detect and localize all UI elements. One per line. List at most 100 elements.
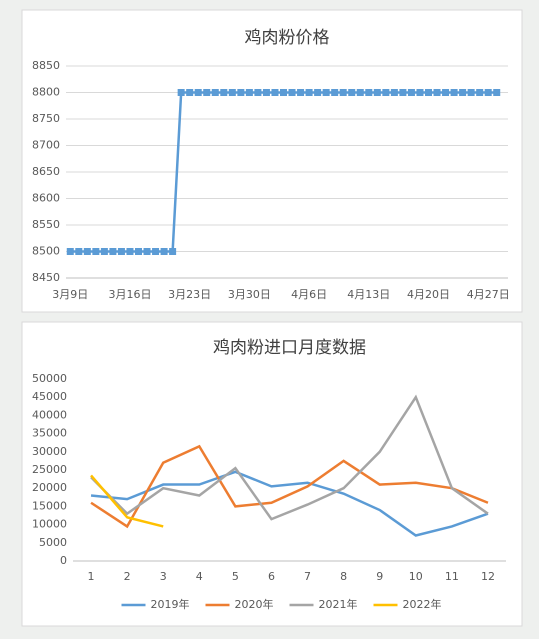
marker	[373, 89, 381, 96]
marker	[237, 89, 245, 96]
y-tick-label: 8850	[32, 59, 60, 72]
x-tick-label: 9	[376, 570, 383, 583]
marker	[135, 248, 142, 255]
chart-title: 鸡肉粉进口月度数据	[213, 338, 366, 358]
x-tick-label: 6	[268, 570, 275, 583]
x-tick-label: 10	[409, 570, 423, 583]
x-tick-label: 3月23日	[168, 288, 211, 301]
y-tick-label: 8500	[32, 245, 60, 258]
series-line	[90, 470, 489, 537]
x-tick-label: 8	[340, 570, 347, 583]
x-tick-label: 3	[160, 570, 167, 583]
marker	[382, 89, 390, 96]
marker	[365, 89, 373, 96]
panel	[21, 9, 523, 313]
marker	[459, 89, 467, 96]
y-tick-label: 40000	[32, 408, 67, 421]
marker	[66, 248, 74, 255]
panel	[21, 321, 523, 627]
y-tick-label: 25000	[32, 463, 67, 476]
marker	[152, 248, 160, 255]
marker	[143, 248, 151, 255]
x-tick-label: 2	[124, 570, 131, 583]
y-tick-label: 45000	[32, 390, 67, 403]
marker	[109, 248, 117, 255]
marker	[160, 248, 168, 255]
marker	[442, 89, 450, 96]
marker	[92, 248, 100, 255]
series-line	[90, 444, 489, 529]
x-tick-label: 3月30日	[228, 288, 271, 301]
y-tick-label: 8550	[32, 218, 60, 231]
marker	[100, 248, 108, 255]
x-tick-label: 4月27日	[467, 288, 510, 301]
x-tick-label: 3月16日	[108, 288, 151, 301]
legend-label: 2022年	[403, 597, 442, 611]
marker	[203, 89, 211, 96]
marker	[117, 248, 125, 255]
marker	[280, 89, 287, 96]
legend-label: 2021年	[319, 597, 358, 611]
marker	[75, 248, 83, 255]
marker	[305, 89, 313, 96]
y-tick-label: 10000	[32, 518, 67, 531]
marker	[416, 89, 424, 96]
chart-title: 鸡肉粉价格	[245, 28, 330, 48]
marker	[186, 89, 194, 96]
marker	[254, 89, 262, 96]
marker	[331, 89, 339, 96]
series-line	[90, 394, 489, 521]
y-tick-label: 8650	[32, 165, 60, 178]
marker	[322, 89, 330, 96]
x-tick-label: 1	[88, 570, 95, 583]
marker	[126, 248, 134, 255]
marker	[450, 89, 458, 96]
y-tick-label: 5000	[39, 536, 67, 549]
marker	[220, 89, 228, 96]
x-tick-label: 7	[304, 570, 311, 583]
marker	[493, 89, 501, 96]
marker	[467, 89, 475, 96]
y-tick-label: 50000	[32, 372, 67, 385]
marker	[476, 89, 484, 96]
marker	[169, 248, 177, 255]
y-tick-label: 35000	[32, 427, 67, 440]
marker	[228, 89, 236, 96]
marker	[390, 89, 398, 96]
y-tick-label: 8600	[32, 192, 60, 205]
series-line	[90, 474, 164, 528]
y-tick-label: 20000	[32, 481, 67, 494]
marker	[348, 89, 356, 96]
y-tick-label: 8800	[32, 86, 60, 99]
marker	[339, 89, 347, 96]
y-tick-label: 8700	[32, 139, 60, 152]
marker	[356, 89, 364, 96]
marker	[211, 89, 219, 96]
marker	[83, 248, 91, 255]
x-tick-label: 4	[196, 570, 203, 583]
marker	[245, 89, 253, 96]
marker	[484, 89, 492, 96]
x-tick-label: 5	[232, 570, 239, 583]
marker	[407, 89, 415, 96]
y-tick-label: 8750	[32, 112, 60, 125]
marker	[177, 89, 185, 96]
x-tick-label: 11	[445, 570, 459, 583]
x-tick-label: 12	[481, 570, 495, 583]
x-tick-label: 4月6日	[291, 288, 327, 301]
marker	[314, 89, 322, 96]
marker	[425, 89, 432, 96]
marker	[194, 89, 202, 96]
legend-label: 2020年	[235, 597, 274, 611]
marker	[271, 89, 279, 96]
x-tick-label: 3月9日	[52, 288, 88, 301]
x-tick-label: 4月13日	[347, 288, 390, 301]
y-tick-label: 8450	[32, 271, 60, 284]
y-tick-label: 30000	[32, 445, 67, 458]
marker	[288, 89, 296, 96]
x-tick-label: 4月20日	[407, 288, 450, 301]
y-tick-label: 15000	[32, 499, 67, 512]
y-tick-label: 0	[60, 554, 67, 567]
marker	[399, 89, 407, 96]
